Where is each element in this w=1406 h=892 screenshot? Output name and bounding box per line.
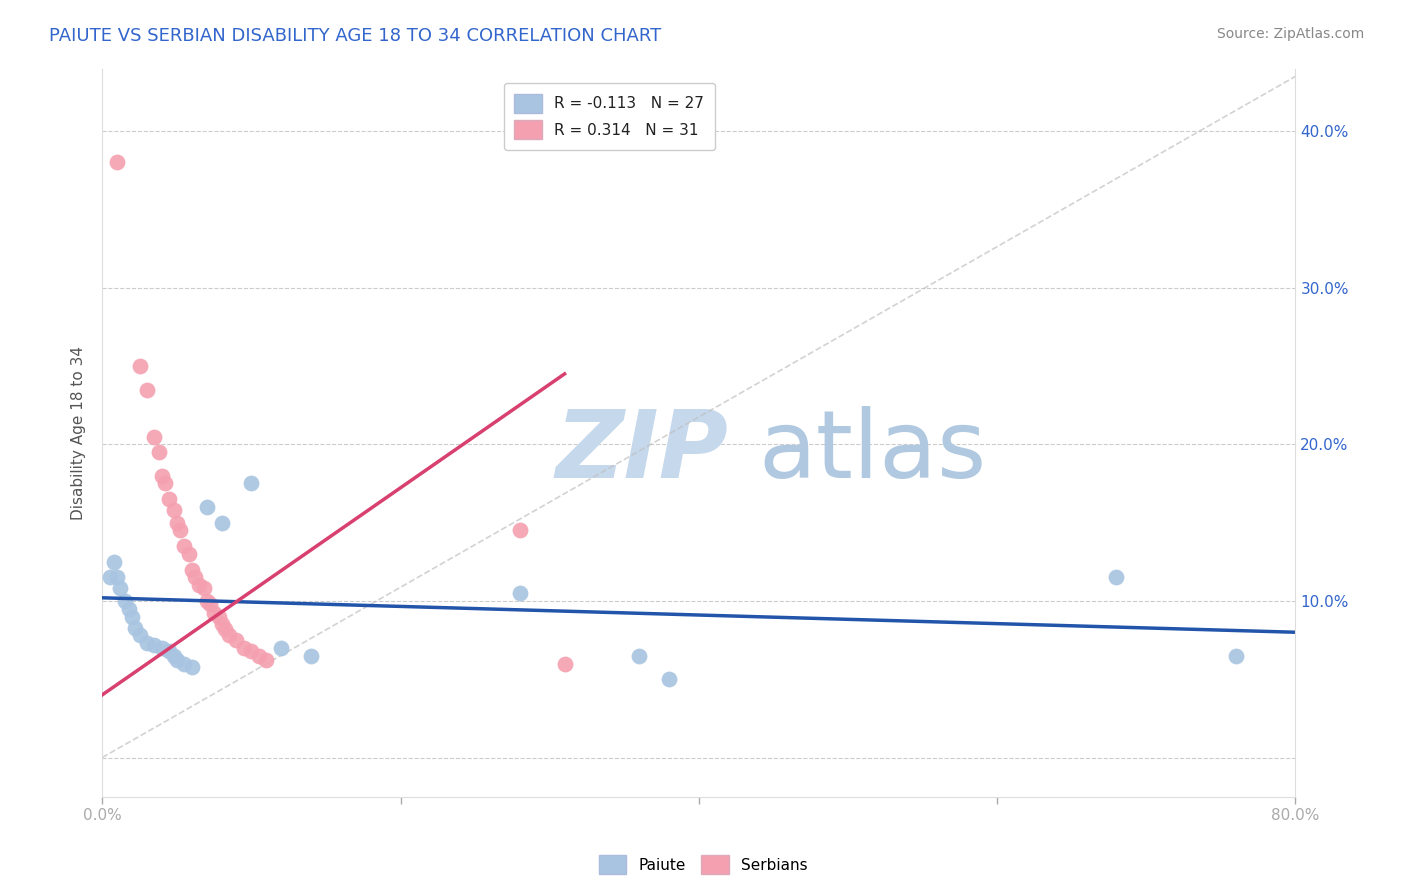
Point bbox=[143, 429, 166, 443]
Point bbox=[628, 648, 651, 663]
Point bbox=[121, 609, 143, 624]
Point bbox=[254, 653, 277, 667]
Point bbox=[143, 638, 166, 652]
Point bbox=[198, 597, 221, 611]
Point bbox=[211, 516, 233, 530]
Point bbox=[183, 570, 205, 584]
Point bbox=[169, 524, 191, 538]
Point bbox=[270, 640, 292, 655]
Point bbox=[166, 653, 188, 667]
Point bbox=[658, 672, 681, 686]
Point bbox=[211, 617, 233, 632]
Point bbox=[150, 640, 173, 655]
Point bbox=[157, 492, 180, 507]
Point bbox=[509, 586, 531, 600]
Point bbox=[225, 633, 247, 648]
Point bbox=[554, 657, 576, 671]
Legend: Paiute, Serbians: Paiute, Serbians bbox=[592, 849, 814, 880]
Point bbox=[128, 628, 150, 642]
Point bbox=[118, 601, 141, 615]
Point bbox=[207, 609, 229, 624]
Text: Source: ZipAtlas.com: Source: ZipAtlas.com bbox=[1216, 27, 1364, 41]
Text: PAIUTE VS SERBIAN DISABILITY AGE 18 TO 34 CORRELATION CHART: PAIUTE VS SERBIAN DISABILITY AGE 18 TO 3… bbox=[49, 27, 661, 45]
Point bbox=[509, 524, 531, 538]
Text: ZIP: ZIP bbox=[555, 406, 728, 498]
Point bbox=[1225, 648, 1247, 663]
Point bbox=[173, 657, 195, 671]
Y-axis label: Disability Age 18 to 34: Disability Age 18 to 34 bbox=[72, 345, 86, 520]
Point bbox=[153, 476, 176, 491]
Point bbox=[180, 659, 202, 673]
Point bbox=[247, 648, 270, 663]
Legend: R = -0.113   N = 27, R = 0.314   N = 31: R = -0.113 N = 27, R = 0.314 N = 31 bbox=[503, 84, 714, 150]
Point bbox=[193, 582, 215, 596]
Point bbox=[214, 622, 236, 636]
Point bbox=[103, 555, 125, 569]
Point bbox=[114, 594, 136, 608]
Point bbox=[150, 468, 173, 483]
Point bbox=[157, 644, 180, 658]
Point bbox=[163, 648, 186, 663]
Point bbox=[218, 628, 240, 642]
Point bbox=[136, 636, 159, 650]
Point bbox=[202, 607, 225, 621]
Point bbox=[232, 640, 254, 655]
Point bbox=[173, 539, 195, 553]
Point bbox=[240, 476, 263, 491]
Point bbox=[180, 563, 202, 577]
Text: atlas: atlas bbox=[758, 406, 987, 498]
Point bbox=[299, 648, 322, 663]
Point bbox=[163, 503, 186, 517]
Point bbox=[1105, 570, 1128, 584]
Point bbox=[166, 516, 188, 530]
Point bbox=[108, 582, 131, 596]
Point bbox=[105, 155, 128, 169]
Point bbox=[195, 500, 218, 514]
Point bbox=[177, 547, 200, 561]
Point bbox=[105, 570, 128, 584]
Point bbox=[148, 445, 170, 459]
Point bbox=[240, 644, 263, 658]
Point bbox=[124, 621, 146, 635]
Point bbox=[188, 578, 211, 592]
Point bbox=[128, 359, 150, 373]
Point bbox=[195, 594, 218, 608]
Point bbox=[98, 570, 121, 584]
Point bbox=[136, 383, 159, 397]
